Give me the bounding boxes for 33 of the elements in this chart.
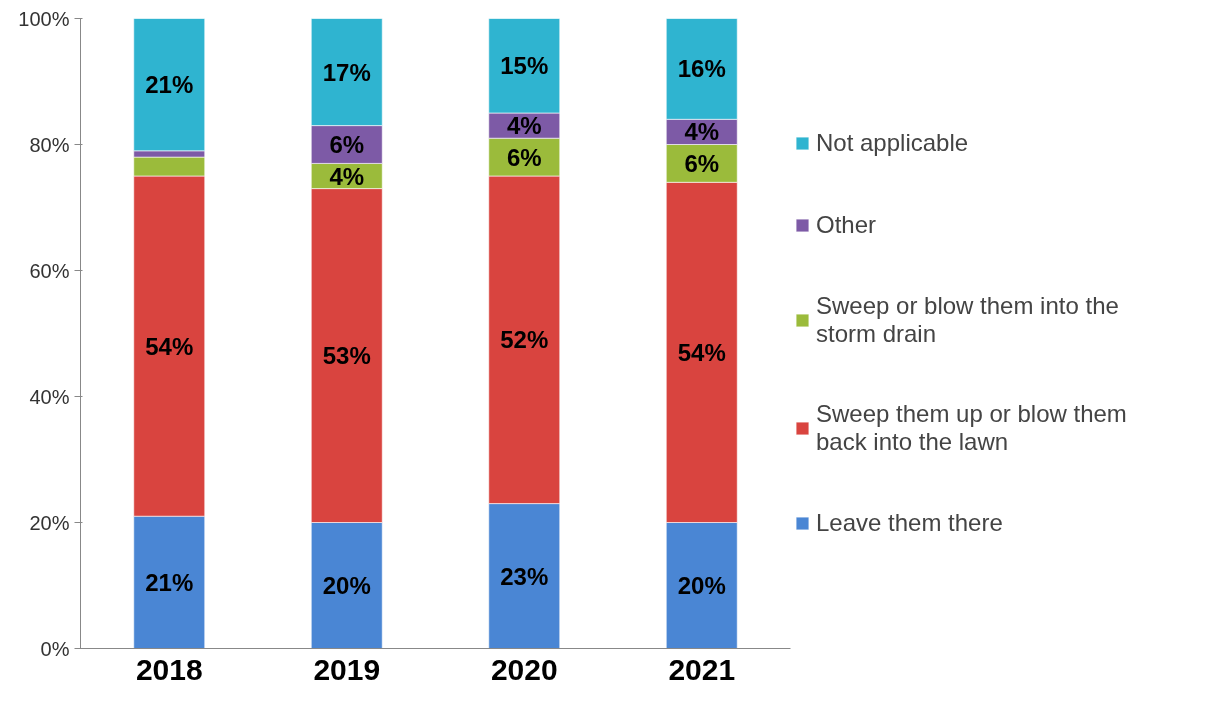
x-tick-label: 2018 bbox=[135, 652, 203, 686]
data-label: 16% bbox=[677, 55, 726, 83]
data-label: 15% bbox=[500, 52, 549, 80]
legend-label: Not applicable bbox=[816, 128, 969, 158]
data-label: 6% bbox=[329, 131, 365, 158]
data-label: 52% bbox=[500, 326, 549, 354]
data-label: 17% bbox=[322, 58, 371, 86]
legend-label: Leave them there bbox=[816, 508, 1003, 538]
x-tick-label: 2021 bbox=[668, 652, 736, 686]
y-tick-label: 100% bbox=[18, 7, 70, 30]
data-label: 4% bbox=[684, 118, 720, 146]
legend-label: Other bbox=[816, 210, 877, 240]
data-label: 6% bbox=[684, 149, 720, 177]
y-tick-label: 80% bbox=[29, 133, 70, 156]
y-tick-label: 60% bbox=[29, 259, 70, 282]
y-tick-label: 20% bbox=[29, 511, 70, 534]
data-label: 54% bbox=[145, 332, 194, 360]
data-label: 4% bbox=[506, 112, 542, 140]
legend-label: Sweep them up or blow them back into the lawn bbox=[816, 400, 1127, 456]
data-label: 21% bbox=[145, 568, 194, 596]
x-tick-label: 2019 bbox=[313, 652, 381, 686]
y-tick-label: 0% bbox=[40, 637, 70, 660]
data-label: 4% bbox=[329, 162, 365, 190]
x-tick-label: 2020 bbox=[490, 652, 558, 686]
data-label: 20% bbox=[322, 572, 371, 599]
data-label: 20% bbox=[677, 572, 726, 599]
data-label: 53% bbox=[322, 342, 371, 370]
data-label: 54% bbox=[677, 338, 726, 366]
data-label: 23% bbox=[500, 562, 549, 590]
y-tick-label: 40% bbox=[29, 385, 70, 408]
legend-label: Sweep or blow them into the storm drain bbox=[816, 292, 1119, 348]
data-label: 21% bbox=[145, 71, 194, 99]
data-label: 6% bbox=[506, 143, 542, 171]
